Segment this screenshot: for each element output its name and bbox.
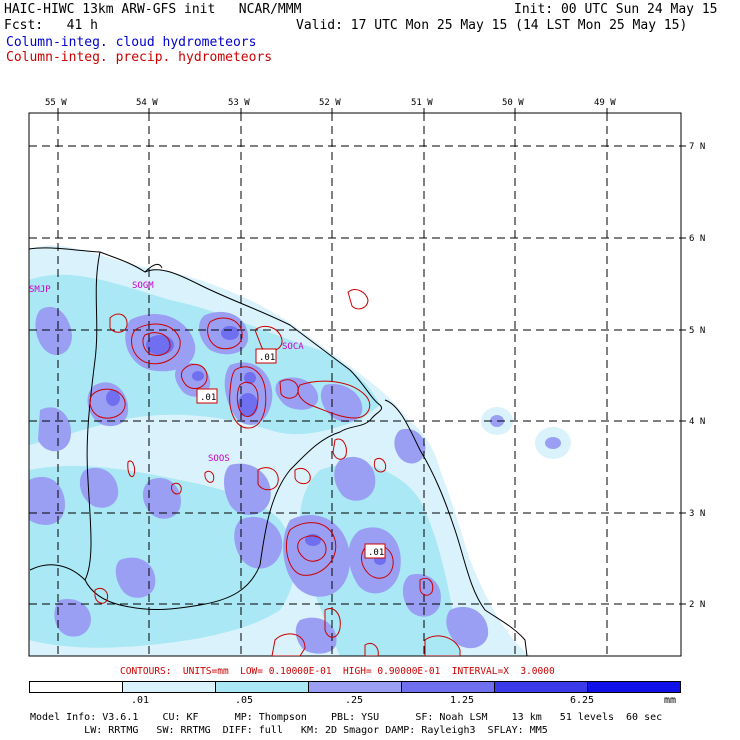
lat-label: 5 N [689,326,705,336]
contour-labels: .01 .01 .01 [196,348,386,559]
station-label: SOGM [132,281,154,291]
station-label: SOCA [282,342,304,352]
lon-label: 49 W [594,98,616,108]
precip-field-label: Column-integ. precip. hydrometeors [6,50,273,65]
precip-fill-core [106,326,386,565]
lon-label: 51 W [411,98,433,108]
contour-label: .01 [200,393,216,403]
cloud-field-label: Column-integ. cloud hydrometeors [6,35,257,50]
lat-label: 4 N [689,417,705,427]
model-title: HAIC-HIWC 13km ARW-GFS init NCAR/MMM [4,2,302,17]
colorbar-swatch [216,682,309,692]
contour-label: .01 [368,548,384,558]
colorbar-swatch [30,682,123,692]
init-time: Init: 00 UTC Sun 24 May 15 [514,2,718,17]
lon-label: 50 W [502,98,524,108]
lat-label: 3 N [689,509,705,519]
lat-label: 6 N [689,234,705,244]
valid-time: Valid: 17 UTC Mon 25 May 15 (14 LST Mon … [296,18,688,33]
map-frame [28,112,682,657]
axis-labels: 55 W 54 W 53 W 52 W 51 W 50 W 49 W 7 N 6… [45,98,705,610]
lon-label: 52 W [319,98,341,108]
lon-label: 55 W [45,98,67,108]
colorbar-swatch [309,682,402,692]
colorbar-swatch [588,682,680,692]
colorbar-label: .01 [131,695,150,706]
axis-ticks [57,108,686,605]
colorbar-swatch [495,682,588,692]
colorbar [29,681,681,693]
contour-info: CONTOURS: UNITS=mm LOW= 0.10000E-01 HIGH… [120,666,555,677]
station-label: SMJP [29,285,51,295]
lon-label: 54 W [136,98,158,108]
lat-label: 2 N [689,600,705,610]
station-label: SOOS [208,454,230,464]
lon-label: 53 W [228,98,250,108]
station-labels: SMJP SOGM SOCA SOOS [29,281,304,464]
graticule [29,113,681,656]
precip-contours [89,289,461,656]
model-info-line2: LW: RRTMG SW: RRTMG DIFF: full KM: 2D Sm… [30,725,548,736]
colorbar-units: mm [664,695,677,706]
cloud-fill-heavy [29,306,561,654]
forecast-hour: Fcst: 41 h [4,18,98,33]
colorbar-label: 1.25 [450,695,475,706]
hydrometeor-fill-layer [29,245,571,656]
contour-label: .01 [259,353,275,363]
cloud-fill-mid [29,465,295,648]
lat-label: 7 N [689,142,705,152]
colorbar-swatch [123,682,216,692]
colorbar-label: 6.25 [570,695,595,706]
model-info-line1: Model Info: V3.6.1 CU: KF MP: Thompson P… [30,712,663,723]
colorbar-label: .05 [235,695,254,706]
colorbar-label: .25 [345,695,364,706]
colorbar-swatch [402,682,495,692]
